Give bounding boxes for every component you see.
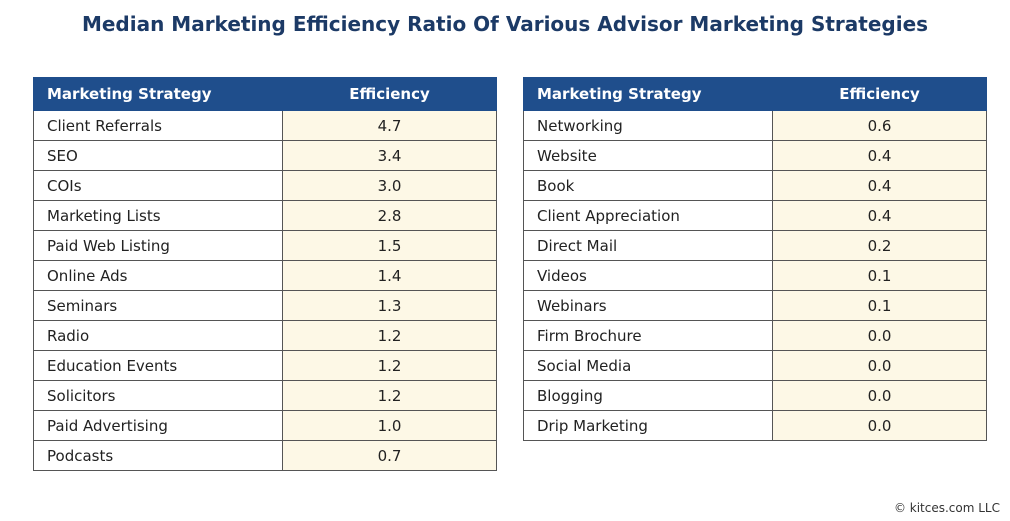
strategy-cell: Webinars — [523, 290, 773, 321]
efficiency-cell: 0.6 — [772, 110, 987, 141]
efficiency-cell: 1.2 — [282, 320, 497, 351]
strategy-cell: Marketing Lists — [33, 200, 283, 231]
footer: © kitces.com LLC — [893, 501, 1000, 515]
efficiency-cell: 0.4 — [772, 140, 987, 171]
row: Videos 0.1 — [523, 260, 987, 291]
header-row: Marketing Strategy Efficiency — [33, 77, 497, 111]
efficiency-cell: 3.4 — [282, 140, 497, 171]
strategy-cell: Podcasts — [33, 440, 283, 471]
row: Networking 0.6 — [523, 110, 987, 141]
header-cell: Marketing Strategy — [523, 77, 773, 111]
row: Blogging 0.0 — [523, 380, 987, 411]
header-cell: Marketing Strategy — [33, 77, 283, 111]
strategy-cell: Networking — [523, 110, 773, 141]
strategy-cell: Direct Mail — [523, 230, 773, 261]
efficiency-cell: 4.7 — [282, 110, 497, 141]
row: Direct Mail 0.2 — [523, 230, 987, 261]
efficiency-cell: 1.2 — [282, 380, 497, 411]
row: Solicitors 1.2 — [33, 380, 497, 411]
row: Education Events 1.2 — [33, 350, 497, 381]
row: Online Ads 1.4 — [33, 260, 497, 291]
efficiency-cell: 0.4 — [772, 200, 987, 231]
header-cell: Efficiency — [282, 77, 497, 111]
row: Radio 1.2 — [33, 320, 497, 351]
table: Marketing Strategy Efficiency Networking 0.… — [523, 77, 987, 441]
strategy-cell: Videos — [523, 260, 773, 291]
strategy-cell: Social Media — [523, 350, 773, 381]
efficiency-cell: 0.1 — [772, 290, 987, 321]
strategy-cell: Seminars — [33, 290, 283, 321]
row: Firm Brochure 0.0 — [523, 320, 987, 351]
efficiency-cell: 0.0 — [772, 320, 987, 351]
row: Paid Web Listing 1.5 — [33, 230, 497, 261]
strategy-cell: Client Appreciation — [523, 200, 773, 231]
row: Podcasts 0.7 — [33, 440, 497, 471]
efficiency-cell: 0.7 — [282, 440, 497, 471]
strategy-cell: COIs — [33, 170, 283, 201]
row: Paid Advertising 1.0 — [33, 410, 497, 441]
efficiency-cell: 0.0 — [772, 410, 987, 441]
strategy-cell: Paid Web Listing — [33, 230, 283, 261]
row: Website 0.4 — [523, 140, 987, 171]
efficiency-cell: 0.1 — [772, 260, 987, 291]
efficiency-cell: 1.3 — [282, 290, 497, 321]
row: Drip Marketing 0.0 — [523, 410, 987, 441]
row: Seminars 1.3 — [33, 290, 497, 321]
row: SEO 3.4 — [33, 140, 497, 171]
efficiency-cell: 3.0 — [282, 170, 497, 201]
strategy-cell: Firm Brochure — [523, 320, 773, 351]
row: Social Media 0.0 — [523, 350, 987, 381]
title: Median Marketing Efficiency Ratio Of Var… — [81, 12, 929, 36]
strategy-cell: Blogging — [523, 380, 773, 411]
efficiency-cell: 0.0 — [772, 380, 987, 411]
strategy-cell: Paid Advertising — [33, 410, 283, 441]
strategy-cell: Education Events — [33, 350, 283, 381]
efficiency-cell: 1.4 — [282, 260, 497, 291]
strategy-cell: Solicitors — [33, 380, 283, 411]
efficiency-cell: 1.2 — [282, 350, 497, 381]
row: Book 0.4 — [523, 170, 987, 201]
row: Webinars 0.1 — [523, 290, 987, 321]
efficiency-cell: 0.4 — [772, 170, 987, 201]
row: COIs 3.0 — [33, 170, 497, 201]
strategy-cell: Online Ads — [33, 260, 283, 291]
efficiency-cell: 0.0 — [772, 350, 987, 381]
efficiency-cell: 1.5 — [282, 230, 497, 261]
strategy-cell: Book — [523, 170, 773, 201]
row: Marketing Lists 2.8 — [33, 200, 497, 231]
efficiency-cell: 1.0 — [282, 410, 497, 441]
strategy-cell: Client Referrals — [33, 110, 283, 141]
header-cell: Efficiency — [772, 77, 987, 111]
efficiency-cell: 0.2 — [772, 230, 987, 261]
strategy-cell: Website — [523, 140, 773, 171]
strategy-cell: SEO — [33, 140, 283, 171]
strategy-cell: Radio — [33, 320, 283, 351]
header-row: Marketing Strategy Efficiency — [523, 77, 987, 111]
efficiency-cell: 2.8 — [282, 200, 497, 231]
row: Client Appreciation 0.4 — [523, 200, 987, 231]
row: Client Referrals 4.7 — [33, 110, 497, 141]
strategy-cell: Drip Marketing — [523, 410, 773, 441]
table: Marketing Strategy Efficiency Client Refer… — [33, 77, 497, 471]
